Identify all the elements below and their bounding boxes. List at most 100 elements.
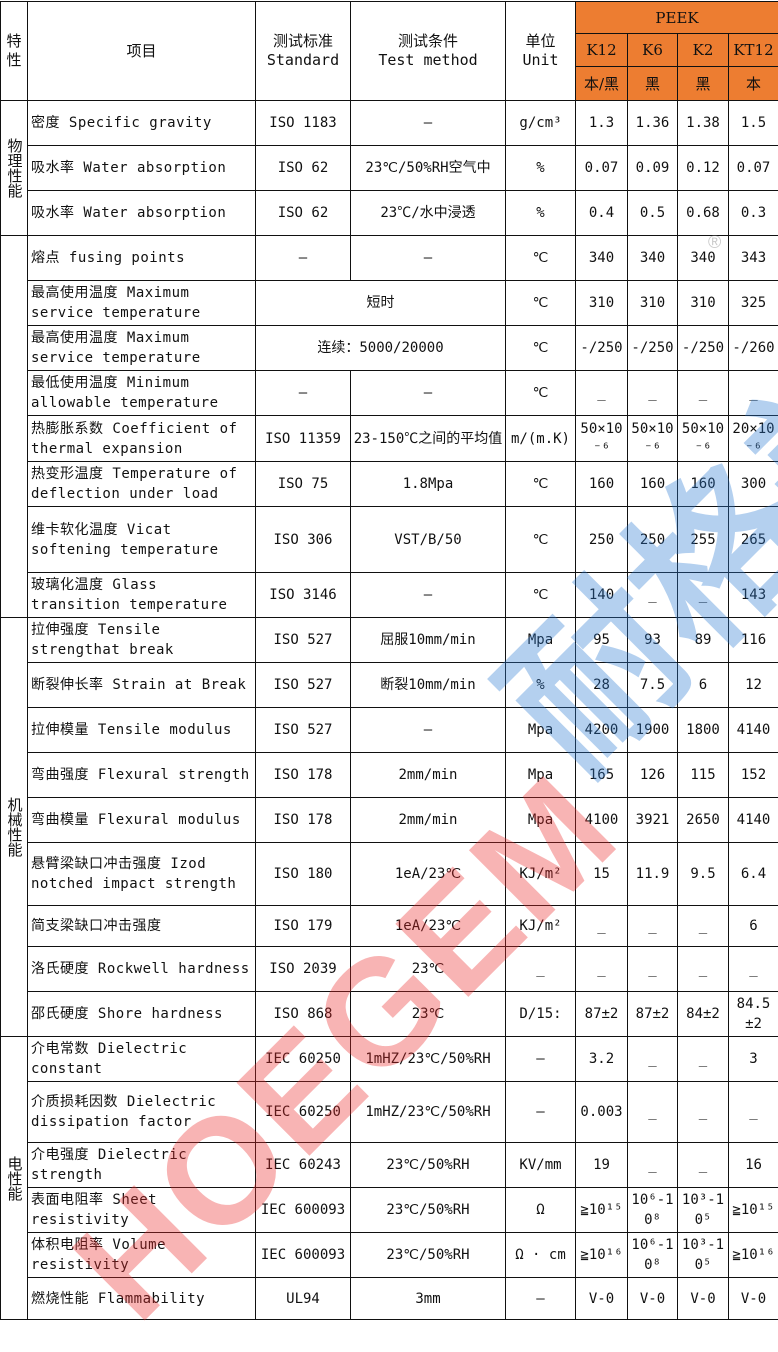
condition: VST/B/50 bbox=[351, 507, 506, 573]
standard: IEC 600093 bbox=[256, 1188, 351, 1233]
condition: 1mHZ/23℃/50%RH bbox=[351, 1037, 506, 1082]
unit: – bbox=[506, 1037, 576, 1082]
value-k6: 93 bbox=[628, 618, 678, 663]
value-kt12: 6 bbox=[729, 906, 778, 947]
value-kt12: ≧10¹⁶ bbox=[729, 1233, 778, 1278]
value-k6: 10⁶-10⁸ bbox=[628, 1233, 678, 1278]
value-kt12: 16 bbox=[729, 1143, 778, 1188]
group-label: 物理性能 bbox=[1, 101, 28, 236]
standard: ISO 527 bbox=[256, 663, 351, 708]
unit: g/cm³ bbox=[506, 101, 576, 146]
condition: – bbox=[351, 708, 506, 753]
item-name: 热膨胀系数 Coefficient of thermal expansion bbox=[28, 416, 256, 462]
header-grade: K6 bbox=[628, 34, 678, 67]
value-k6: _ bbox=[628, 573, 678, 618]
unit: ℃ bbox=[506, 371, 576, 416]
item-name: 维卡软化温度 Vicat softening temperature bbox=[28, 507, 256, 573]
value-k12: 4200 bbox=[576, 708, 628, 753]
value-k6: 3921 bbox=[628, 798, 678, 843]
value-kt12: ≧10¹⁵ bbox=[729, 1188, 778, 1233]
value-kt12: 12 bbox=[729, 663, 778, 708]
value-k2: 0.68 bbox=[678, 191, 729, 236]
standard: IEC 600093 bbox=[256, 1233, 351, 1278]
unit: KJ/m² bbox=[506, 843, 576, 906]
group-label: 机械性能 bbox=[1, 618, 28, 1037]
unit: ℃ bbox=[506, 573, 576, 618]
value-k2: 6 bbox=[678, 663, 729, 708]
standard: ISO 527 bbox=[256, 618, 351, 663]
item-name: 介电强度 Dielectric strength bbox=[28, 1143, 256, 1188]
standard: ISO 180 bbox=[256, 843, 351, 906]
standard: UL94 bbox=[256, 1278, 351, 1320]
item-name: 最高使用温度 Maximum service temperature bbox=[28, 326, 256, 371]
standard: – bbox=[256, 236, 351, 281]
standard: ISO 2039 bbox=[256, 947, 351, 992]
value-k12: 50×10⁻⁶ bbox=[576, 416, 628, 462]
value-k12: 3.2 bbox=[576, 1037, 628, 1082]
item-name: 拉伸模量 Tensile modulus bbox=[28, 708, 256, 753]
value-kt12: 4140 bbox=[729, 798, 778, 843]
value-kt12: -/260 bbox=[729, 326, 778, 371]
value-k6: _ bbox=[628, 1143, 678, 1188]
value-k2: _ bbox=[678, 1143, 729, 1188]
value-k2: _ bbox=[678, 1082, 729, 1143]
item-name: 断裂伸长率 Strain at Break bbox=[28, 663, 256, 708]
unit: % bbox=[506, 146, 576, 191]
value-k6: 250 bbox=[628, 507, 678, 573]
value-kt12: 265 bbox=[729, 507, 778, 573]
header-color: 黑 bbox=[628, 67, 678, 101]
condition: 23℃/50%RH bbox=[351, 1143, 506, 1188]
condition: – bbox=[351, 371, 506, 416]
value-k12: 140 bbox=[576, 573, 628, 618]
header-color: 本/黑 bbox=[576, 67, 628, 101]
standard: ISO 75 bbox=[256, 462, 351, 507]
value-k6: 1900 bbox=[628, 708, 678, 753]
item-name: 拉伸强度 Tensile strengthat break bbox=[28, 618, 256, 663]
value-k12: _ bbox=[576, 371, 628, 416]
value-kt12: 3 bbox=[729, 1037, 778, 1082]
standard: ISO 178 bbox=[256, 798, 351, 843]
condition: 23℃ bbox=[351, 992, 506, 1037]
value-kt12: 343 bbox=[729, 236, 778, 281]
value-k6: 7.5 bbox=[628, 663, 678, 708]
header-group: 特性 bbox=[1, 2, 28, 101]
value-k6: 340 bbox=[628, 236, 678, 281]
value-k6: _ bbox=[628, 906, 678, 947]
value-k12: 1.3 bbox=[576, 101, 628, 146]
condition: 23-150℃之间的平均值 bbox=[351, 416, 506, 462]
value-k2: 10³-10⁵ bbox=[678, 1188, 729, 1233]
standard: ISO 1183 bbox=[256, 101, 351, 146]
condition: 1eA/23℃ bbox=[351, 906, 506, 947]
unit: Mpa bbox=[506, 798, 576, 843]
condition: 3mm bbox=[351, 1278, 506, 1320]
header-color: 本 bbox=[729, 67, 778, 101]
header-color: 黑 bbox=[678, 67, 729, 101]
value-k2: 84±2 bbox=[678, 992, 729, 1037]
condition: – bbox=[351, 236, 506, 281]
item-name: 热变形温度 Temperature of deflection under lo… bbox=[28, 462, 256, 507]
value-kt12: 84.5±2 bbox=[729, 992, 778, 1037]
condition: 屈服10mm/min bbox=[351, 618, 506, 663]
merged-condition: 短时 bbox=[256, 281, 506, 326]
value-k12: 310 bbox=[576, 281, 628, 326]
value-k2: 9.5 bbox=[678, 843, 729, 906]
merged-condition: 连续：5000/20000 bbox=[256, 326, 506, 371]
condition: – bbox=[351, 101, 506, 146]
condition: 23℃ bbox=[351, 947, 506, 992]
value-k6: _ bbox=[628, 1082, 678, 1143]
table-row: 最低使用温度 Minimum allowable temperature––℃_… bbox=[1, 371, 778, 416]
item-name: 弯曲强度 Flexural strength bbox=[28, 753, 256, 798]
registered-mark: ® bbox=[708, 232, 721, 253]
